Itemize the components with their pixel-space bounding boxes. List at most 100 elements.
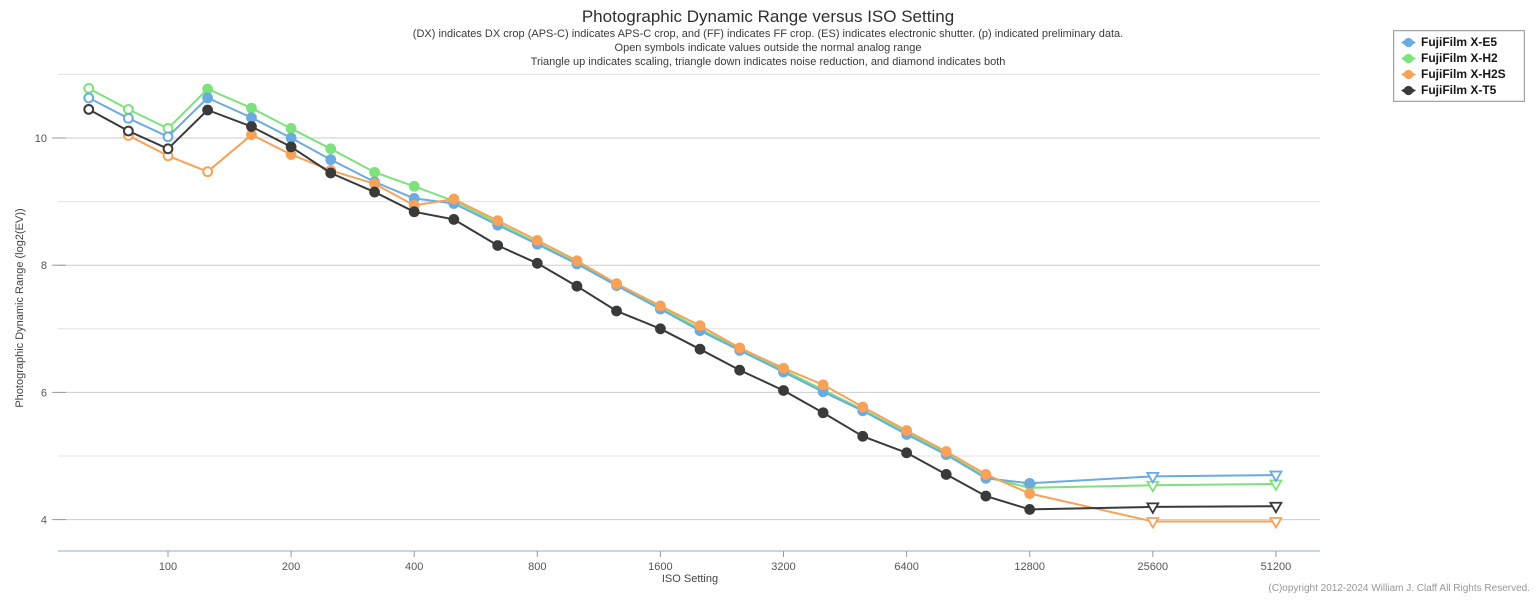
series-line — [87, 96, 1277, 485]
legend-marker-icon — [1401, 53, 1416, 63]
data-point[interactable] — [202, 104, 214, 116]
data-point[interactable] — [492, 215, 504, 227]
data-point[interactable] — [901, 425, 912, 436]
x-tick-label-200: 200 — [282, 561, 300, 573]
chart-subtitle-line-3: Triangle up indicates scaling, triangle … — [530, 56, 1006, 68]
x-tick-label-400: 400 — [405, 561, 423, 573]
x-tick-label-12800: 12800 — [1014, 561, 1045, 573]
data-point[interactable] — [408, 180, 420, 192]
data-point-open[interactable] — [122, 103, 134, 115]
data-point[interactable] — [940, 446, 952, 457]
legend-item-fujifilm-x-t5[interactable]: FujiFilm X-T5 — [1400, 82, 1524, 98]
data-point[interactable] — [655, 300, 666, 312]
data-point-open[interactable] — [202, 166, 214, 178]
data-point[interactable] — [448, 214, 460, 225]
data-point-open[interactable] — [83, 92, 95, 104]
data-point-triangle-down[interactable] — [1268, 470, 1283, 483]
y-tick-label-4: 4 — [41, 515, 47, 527]
data-point-triangle-down[interactable] — [1145, 502, 1160, 515]
data-point[interactable] — [1024, 488, 1036, 499]
data-point[interactable] — [325, 143, 337, 155]
data-point[interactable] — [492, 240, 504, 251]
x-axis-title: ISO Setting — [661, 573, 719, 585]
data-point[interactable] — [571, 280, 583, 292]
legend-label: FujiFilm X-H2 — [1421, 51, 1498, 65]
legend-marker-icon — [1401, 37, 1416, 47]
data-point[interactable] — [246, 102, 257, 114]
data-point[interactable] — [901, 447, 912, 459]
data-point[interactable] — [325, 167, 337, 179]
data-point[interactable] — [980, 469, 992, 480]
data-point[interactable] — [369, 166, 380, 178]
data-point[interactable] — [655, 323, 666, 335]
data-point-open[interactable] — [122, 112, 134, 124]
legend-marker-icon — [1401, 69, 1416, 79]
series-fujifilm-x-h2[interactable] — [83, 82, 1283, 496]
series-line — [87, 87, 1277, 489]
data-point[interactable] — [980, 490, 992, 502]
data-point[interactable] — [611, 278, 622, 290]
data-point[interactable] — [571, 255, 583, 267]
data-point[interactable] — [246, 121, 257, 132]
data-point[interactable] — [369, 186, 380, 198]
series-fujifilm-x-t5[interactable] — [83, 103, 1283, 515]
legend-label: FujiFilm X-T5 — [1421, 83, 1497, 97]
data-point[interactable] — [817, 407, 829, 419]
x-tick-label-800: 800 — [528, 561, 546, 573]
data-point[interactable] — [448, 193, 460, 205]
legend-item-fujifilm-x-h2s[interactable]: FujiFilm X-H2S — [1400, 66, 1524, 82]
series-fujifilm-x-e5[interactable] — [83, 92, 1283, 489]
data-point[interactable] — [734, 342, 746, 354]
data-point-open[interactable] — [162, 143, 174, 155]
legend-marker-icon — [1401, 85, 1416, 95]
chart-subtitle-line-2: Open symbols indicate values outside the… — [614, 42, 922, 54]
data-point[interactable] — [202, 83, 214, 95]
data-point[interactable] — [611, 305, 622, 317]
data-point[interactable] — [285, 132, 297, 144]
data-point[interactable] — [778, 385, 789, 396]
data-point[interactable] — [734, 364, 746, 376]
legend-item-fujifilm-x-h2[interactable]: FujiFilm X-H2 — [1400, 50, 1524, 66]
data-point-triangle-down[interactable] — [1145, 517, 1160, 530]
data-point[interactable] — [778, 362, 789, 374]
data-point[interactable] — [857, 430, 869, 442]
data-point[interactable] — [408, 206, 420, 218]
data-point[interactable] — [1024, 504, 1036, 515]
data-point-open[interactable] — [162, 131, 174, 143]
data-point[interactable] — [857, 401, 869, 413]
y-tick-label-8: 8 — [41, 260, 47, 272]
chart-subtitle-line-1: (DX) indicates DX crop (APS-C) indicates… — [412, 28, 1124, 40]
x-tick-label-6400: 6400 — [894, 561, 918, 573]
data-point-triangle-down[interactable] — [1145, 471, 1160, 485]
chart-title: Photographic Dynamic Range versus ISO Se… — [581, 7, 955, 26]
data-point[interactable] — [694, 320, 706, 332]
data-point[interactable] — [325, 154, 337, 166]
data-point-open[interactable] — [83, 103, 95, 115]
data-point[interactable] — [1024, 477, 1036, 489]
y-axis-title: Photographic Dynamic Range (log2(EV)) — [14, 208, 26, 408]
series-fujifilm-x-h2s[interactable] — [122, 129, 1283, 530]
data-point[interactable] — [817, 379, 829, 391]
data-point-open[interactable] — [83, 82, 95, 94]
data-point[interactable] — [202, 92, 214, 104]
data-point-triangle-down[interactable] — [1268, 501, 1283, 515]
data-point[interactable] — [246, 112, 257, 124]
y-tick-label-10: 10 — [35, 133, 47, 145]
data-point-triangle-down[interactable] — [1268, 517, 1283, 530]
series-line — [87, 108, 1277, 511]
x-tick-label-3200: 3200 — [771, 561, 795, 573]
x-tick-label-1600: 1600 — [648, 561, 672, 573]
data-point[interactable] — [531, 257, 543, 269]
legend-label: FujiFilm X-H2S — [1421, 67, 1506, 81]
x-tick-label-25600: 25600 — [1138, 561, 1169, 573]
data-point[interactable] — [285, 123, 297, 134]
data-point[interactable] — [940, 469, 952, 480]
data-point[interactable] — [285, 141, 297, 153]
data-point[interactable] — [531, 234, 543, 246]
chart-header: Photographic Dynamic Range versus ISO Se… — [0, 0, 1536, 69]
data-point[interactable] — [694, 343, 706, 355]
legend-item-fujifilm-x-e5[interactable]: FujiFilm X-E5 — [1400, 34, 1524, 50]
data-point-open[interactable] — [122, 125, 134, 137]
legend-label: FujiFilm X-E5 — [1421, 35, 1498, 49]
